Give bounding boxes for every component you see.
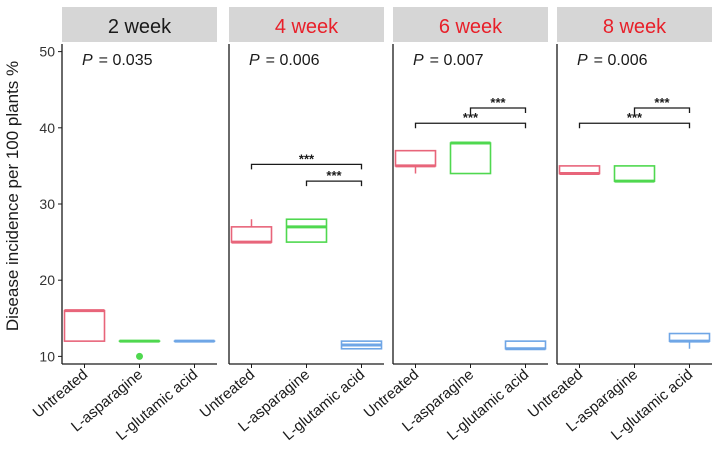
box-untreated-8-week — [560, 166, 600, 174]
bracket-label: *** — [654, 95, 670, 110]
box-iqr — [396, 151, 436, 166]
y-tick-label-40: 40 — [39, 120, 55, 136]
significance-bracket: *** — [471, 95, 526, 113]
p-value-text: = 0.006 — [266, 52, 320, 69]
p-value-4-week: P = 0.006 — [249, 52, 320, 69]
box-l-asparagine-8-week — [615, 166, 655, 181]
outlier-point — [136, 353, 143, 360]
p-value-text: = 0.006 — [594, 52, 648, 69]
y-tick-label-50: 50 — [39, 44, 55, 60]
p-value-text: = 0.007 — [430, 52, 484, 69]
y-axis-title: Disease incidence per 100 plants % — [3, 61, 22, 331]
facet-title-8-week: 8 week — [603, 16, 667, 38]
facet-title-4-week: 4 week — [275, 16, 339, 38]
box-untreated-4-week — [232, 219, 272, 242]
box-iqr — [615, 166, 655, 181]
p-value-2-week: P = 0.035 — [82, 52, 153, 69]
p-value-text: = 0.035 — [99, 52, 153, 69]
box-l-asparagine-2-week — [120, 341, 160, 360]
box-l-glutamic-acid-8-week — [670, 334, 710, 349]
p-value-symbol: P — [249, 52, 260, 69]
p-value-symbol: P — [413, 52, 424, 69]
p-value-symbol: P — [82, 52, 93, 69]
significance-bracket: *** — [307, 168, 362, 186]
p-value-symbol: P — [577, 52, 588, 69]
box-l-asparagine-6-week — [451, 143, 491, 173]
box-iqr — [65, 311, 105, 341]
significance-bracket: *** — [635, 95, 690, 113]
p-value-8-week: P = 0.006 — [577, 52, 648, 69]
y-tick-label-30: 30 — [39, 196, 55, 212]
y-tick-label-20: 20 — [39, 272, 55, 288]
box-iqr — [287, 219, 327, 242]
p-value-6-week: P = 0.007 — [413, 52, 484, 69]
significance-bracket: *** — [252, 151, 362, 169]
bracket-label: *** — [299, 151, 315, 166]
box-iqr — [232, 227, 272, 242]
box-untreated-6-week — [396, 151, 436, 174]
box-l-asparagine-4-week — [287, 219, 327, 242]
facet-title-6-week: 6 week — [439, 16, 503, 38]
bracket-label: *** — [326, 168, 342, 183]
box-untreated-2-week — [65, 311, 105, 341]
box-iqr — [451, 143, 491, 173]
box-l-glutamic-acid-6-week — [506, 341, 546, 349]
y-tick-label-10: 10 — [39, 348, 55, 364]
bracket-label: *** — [490, 95, 506, 110]
facet-title-2-week: 2 week — [108, 16, 172, 38]
box-l-glutamic-acid-4-week — [342, 341, 382, 349]
